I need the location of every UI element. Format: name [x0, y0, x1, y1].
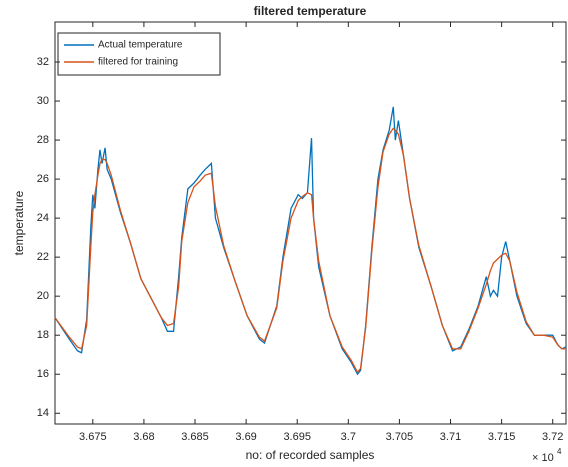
legend: Actual temperature filtered for training [57, 32, 221, 76]
x-tick-label: 3.715 [488, 431, 516, 443]
x-tick-label: 3.71 [440, 431, 461, 443]
x-tick-label: 3.72 [542, 431, 563, 443]
legend-label: Actual temperature [98, 40, 183, 51]
y-tick-label: 14 [37, 407, 49, 419]
y-tick-label: 28 [37, 134, 49, 146]
plot-area [54, 21, 567, 425]
y-axis-label: temperature [12, 190, 26, 255]
y-tick-label: 16 [37, 368, 49, 380]
legend-box [57, 32, 221, 76]
series-line [54, 127, 566, 374]
x-tick-label: 3.7 [341, 431, 356, 443]
x-multiplier-exponent: 4 [557, 447, 562, 456]
series-line [54, 106, 567, 376]
x-multiplier: × 10 [532, 452, 554, 464]
y-tick-label: 32 [37, 56, 49, 68]
x-tick-label: 3.685 [181, 431, 209, 443]
y-tick-label: 26 [37, 173, 49, 185]
x-tick-label: 3.68 [133, 431, 154, 443]
chart-title: filtered temperature [254, 4, 367, 18]
x-tick-label: 3.69 [235, 431, 256, 443]
y-tick-label: 30 [37, 95, 49, 107]
x-tick-label: 3.675 [79, 431, 107, 443]
y-tick-label: 20 [37, 290, 49, 302]
y-tick-label: 22 [37, 251, 49, 263]
x-tick-label: 3.705 [386, 431, 414, 443]
y-tick-label: 24 [37, 212, 49, 224]
y-tick-label: 18 [37, 329, 49, 341]
x-axis-label: no: of recorded samples [246, 448, 375, 462]
legend-label: filtered for training [98, 57, 178, 68]
x-tick-label: 3.695 [283, 431, 311, 443]
